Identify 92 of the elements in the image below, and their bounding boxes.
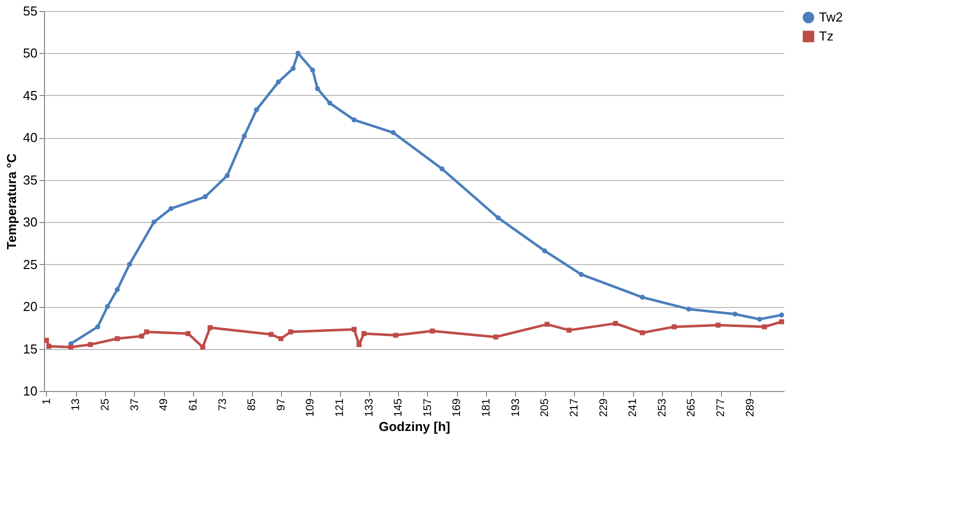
x-tick-label: 145 bbox=[392, 398, 405, 417]
point bbox=[88, 342, 93, 348]
point bbox=[493, 334, 498, 340]
point bbox=[440, 166, 445, 172]
point bbox=[290, 66, 296, 71]
point bbox=[268, 332, 274, 337]
point bbox=[95, 324, 100, 330]
y-tick-label: 55 bbox=[23, 4, 38, 18]
point bbox=[542, 248, 548, 254]
point bbox=[105, 304, 110, 310]
point bbox=[327, 100, 332, 106]
point bbox=[288, 329, 294, 334]
x-tick-label: 73 bbox=[216, 398, 229, 411]
point bbox=[716, 322, 721, 328]
x-tick-label: 265 bbox=[686, 398, 698, 417]
point bbox=[356, 342, 362, 348]
x-tick-label: 1 bbox=[40, 398, 53, 405]
y-tick-label: 30 bbox=[23, 214, 38, 230]
x-tick-label: 13 bbox=[70, 398, 82, 411]
y-tick-label: 15 bbox=[23, 341, 38, 356]
x-tick-label: 205 bbox=[539, 398, 552, 417]
point bbox=[430, 328, 435, 334]
point bbox=[361, 331, 366, 336]
point bbox=[393, 332, 398, 338]
y-tick-label: 10 bbox=[23, 384, 38, 398]
point bbox=[139, 334, 144, 339]
x-tick-label: 85 bbox=[246, 398, 258, 411]
point bbox=[46, 344, 52, 349]
point bbox=[544, 322, 550, 327]
legend-label: Tz bbox=[819, 28, 834, 44]
point bbox=[352, 117, 357, 122]
point bbox=[224, 173, 230, 178]
point bbox=[44, 338, 49, 343]
point bbox=[732, 312, 738, 317]
y-tick-label: 40 bbox=[23, 130, 38, 146]
point bbox=[672, 324, 677, 330]
x-tick-label: 229 bbox=[598, 398, 610, 417]
point bbox=[310, 68, 316, 73]
x-tick-label: 181 bbox=[480, 398, 493, 417]
x-tick-label: 241 bbox=[627, 398, 640, 417]
x-tick-label: 49 bbox=[158, 398, 170, 411]
point bbox=[114, 287, 120, 292]
point bbox=[278, 336, 284, 342]
point bbox=[168, 206, 174, 212]
x-tick-label: 217 bbox=[568, 398, 580, 417]
point bbox=[114, 336, 120, 342]
x-tick-label: 37 bbox=[128, 398, 141, 411]
x-tick-label: 133 bbox=[363, 398, 376, 417]
point bbox=[254, 107, 259, 112]
x-axis-title: Godziny [h] bbox=[378, 418, 450, 434]
x-tick-label: 25 bbox=[100, 398, 112, 411]
point bbox=[126, 262, 132, 267]
point bbox=[686, 306, 692, 312]
x-tick-label: 289 bbox=[744, 398, 756, 417]
x-tick-label: 157 bbox=[422, 398, 434, 417]
point bbox=[186, 331, 191, 336]
y-axis-title: Temperatura °C bbox=[4, 152, 20, 250]
x-tick-label: 277 bbox=[715, 398, 727, 417]
y-tick-label: 25 bbox=[23, 256, 38, 272]
point bbox=[276, 79, 281, 84]
point bbox=[779, 312, 784, 318]
point bbox=[496, 215, 501, 220]
point bbox=[144, 329, 150, 334]
x-tick-label: 97 bbox=[275, 398, 288, 411]
point bbox=[390, 130, 396, 136]
point bbox=[762, 324, 767, 330]
point bbox=[242, 133, 247, 138]
point bbox=[151, 220, 156, 225]
point bbox=[566, 328, 572, 333]
point bbox=[640, 294, 645, 300]
y-tick-label: 35 bbox=[23, 172, 38, 188]
x-tick-label: 109 bbox=[304, 398, 317, 417]
y-tick-label: 20 bbox=[23, 299, 38, 314]
point bbox=[612, 320, 618, 326]
x-tick-label: 169 bbox=[451, 398, 464, 417]
x-tick-label: 121 bbox=[334, 398, 346, 417]
legend-label: Tw2 bbox=[819, 10, 843, 24]
point bbox=[757, 316, 762, 322]
point bbox=[578, 272, 584, 277]
y-tick-label: 45 bbox=[23, 88, 38, 103]
point bbox=[640, 330, 645, 336]
x-tick-label: 253 bbox=[656, 398, 668, 417]
point bbox=[202, 194, 208, 200]
y-tick-label: 50 bbox=[23, 46, 38, 61]
point bbox=[315, 86, 320, 92]
point bbox=[200, 344, 206, 350]
point bbox=[68, 344, 74, 350]
point bbox=[208, 325, 213, 330]
point bbox=[352, 326, 357, 332]
point bbox=[779, 319, 784, 324]
x-tick-label: 61 bbox=[187, 398, 200, 411]
x-tick-label: 193 bbox=[510, 398, 522, 417]
